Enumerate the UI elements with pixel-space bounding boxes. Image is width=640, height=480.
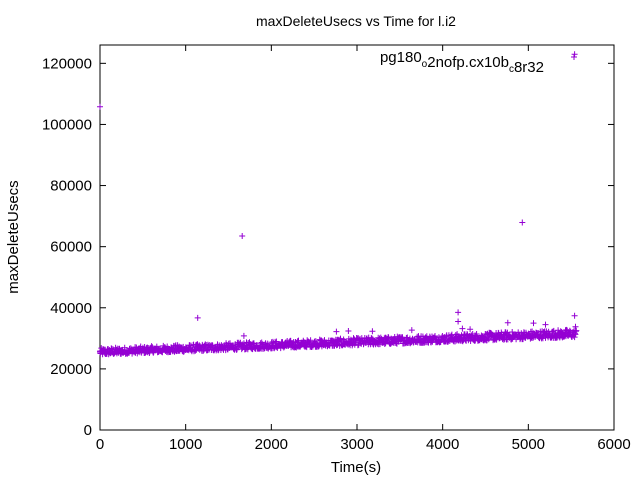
data-point-outlier <box>408 327 415 334</box>
data-point-outlier <box>572 323 579 330</box>
axis-tick-labels: 0 1000 2000 3000 4000 5000 6000020000400006000… <box>42 55 631 453</box>
data-point-outlier <box>571 51 578 58</box>
chart-title: maxDeleteUsecs vs Time for l.i2 <box>256 13 456 29</box>
axis-ticks <box>99 45 615 431</box>
x-tick-label: 0 <box>96 436 104 453</box>
data-point <box>307 337 314 344</box>
x-tick-label: 4000 <box>426 436 459 453</box>
data-point-outlier <box>504 319 511 326</box>
data-point <box>192 347 199 354</box>
data-point-outlier <box>240 332 247 339</box>
y-tick-label: 80000 <box>50 178 92 195</box>
data-point-outlier <box>455 309 462 316</box>
data-point-outlier <box>194 314 201 321</box>
data-point-outlier <box>455 318 462 325</box>
data-point-outlier <box>571 312 578 319</box>
series-points <box>97 51 580 358</box>
data-point <box>404 334 411 341</box>
x-tick-label: 2000 <box>255 436 288 453</box>
data-point-outlier <box>519 219 526 226</box>
data-point-outlier <box>530 320 537 327</box>
legend-entry-marker <box>571 54 577 60</box>
legend-entry-label: pg180o2nofp.cx10bc8r32 <box>380 49 544 76</box>
data-point <box>549 328 556 335</box>
x-tick-label: 6000 <box>597 436 630 453</box>
x-tick-label: 1000 <box>169 436 202 453</box>
data-point <box>294 338 301 345</box>
legend-marker-plus <box>571 54 577 60</box>
y-tick-label: 20000 <box>50 361 92 378</box>
data-point-outlier <box>467 326 474 333</box>
data-point-outlier <box>239 233 246 239</box>
data-point-outlier <box>459 325 466 332</box>
data-point-outlier <box>333 328 340 335</box>
data-point-outlier <box>97 349 103 356</box>
data-point <box>458 332 465 339</box>
y-tick-label: 60000 <box>50 239 92 256</box>
data-point <box>504 329 511 336</box>
x-tick-label: 3000 <box>340 436 373 453</box>
data-point-outlier <box>542 321 549 328</box>
data-point-outlier <box>345 328 352 334</box>
y-tick-label: 0 <box>84 422 92 439</box>
legend: pg180o2nofp.cx10bc8r32 <box>380 49 577 76</box>
y-tick-label: 120000 <box>42 55 92 72</box>
data-point-outlier <box>369 328 376 335</box>
x-tick-label: 5000 <box>512 436 545 453</box>
data-point-outlier <box>97 103 103 110</box>
data-point <box>573 327 580 334</box>
data-point <box>452 332 459 338</box>
y-axis-title: maxDeleteUsecs <box>5 180 22 293</box>
plot-frame <box>99 44 615 431</box>
x-axis-title: Time(s) <box>331 459 381 476</box>
y-tick-label: 100000 <box>42 116 92 133</box>
y-tick-label: 40000 <box>50 300 92 317</box>
